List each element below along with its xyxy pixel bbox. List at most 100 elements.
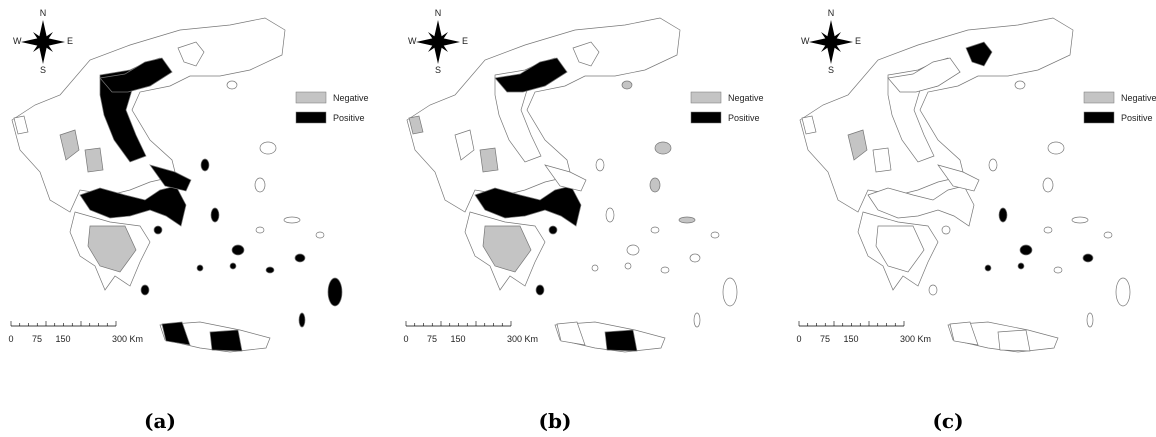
island [1071, 216, 1089, 224]
compass-w: W [13, 36, 22, 46]
island [140, 284, 150, 296]
island [153, 225, 163, 235]
island [254, 177, 266, 193]
island [548, 225, 558, 235]
island [1019, 244, 1033, 256]
island [624, 262, 632, 270]
island [605, 207, 615, 223]
compass-e: E [855, 36, 861, 46]
panel-caption: (c) [932, 409, 963, 433]
region [937, 164, 980, 192]
scale-label: 150 [843, 334, 858, 344]
region [79, 185, 187, 227]
region [482, 225, 532, 273]
region [99, 57, 173, 93]
region [604, 329, 638, 352]
region [887, 57, 961, 93]
region [11, 17, 286, 213]
legend-swatch [690, 91, 722, 104]
island [535, 284, 545, 296]
compass-s: S [828, 65, 834, 75]
legend-swatch [295, 111, 327, 124]
region [799, 17, 1074, 213]
legend-label: Positive [333, 113, 365, 123]
compass-s: S [40, 65, 46, 75]
region [556, 321, 586, 346]
compass-n: N [828, 8, 835, 18]
scale-label: 300 Km [507, 334, 538, 344]
island [984, 264, 992, 272]
region [544, 164, 587, 192]
region [867, 185, 975, 227]
region [949, 321, 979, 346]
island [678, 216, 696, 224]
island [259, 141, 277, 155]
region [997, 329, 1031, 352]
legend-label: Negative [1121, 93, 1156, 103]
island [200, 158, 210, 172]
island [1082, 253, 1094, 263]
map-panel: N S E W Negative Positive 0 75 150 300 Km (b) [403, 8, 763, 433]
island [998, 207, 1008, 223]
island [265, 266, 275, 274]
island [298, 312, 306, 328]
scale-label: 300 Km [900, 334, 931, 344]
island [210, 207, 220, 223]
compass-s: S [435, 65, 441, 75]
island [283, 216, 301, 224]
legend-swatch [1083, 111, 1115, 124]
island [255, 226, 265, 234]
map-panel: N S E W Negative Positive 0 75 150 300 Km (c) [796, 8, 1156, 433]
region [847, 129, 868, 161]
scale-label: 0 [796, 334, 801, 344]
compass-n: N [40, 8, 47, 18]
island [722, 277, 738, 307]
island [941, 225, 951, 235]
region [177, 41, 205, 67]
map-panel: N S E W Negative Positive 0 75 150 300 Km (a) [8, 8, 368, 433]
scale-label: 75 [32, 334, 42, 344]
island [1042, 177, 1054, 193]
region [801, 115, 817, 135]
island [1047, 141, 1065, 155]
island [591, 264, 599, 272]
compass-w: W [408, 36, 417, 46]
island [226, 80, 238, 90]
legend-label: Positive [1121, 113, 1153, 123]
island [710, 231, 720, 239]
island [649, 177, 661, 193]
region [494, 57, 568, 93]
compass-e: E [67, 36, 73, 46]
region [408, 115, 424, 135]
legend-label: Negative [333, 93, 369, 103]
island [1053, 266, 1063, 274]
scale-label: 75 [820, 334, 830, 344]
region [149, 164, 192, 192]
scale-label: 150 [55, 334, 70, 344]
scale-label: 300 Km [112, 334, 143, 344]
island [1115, 277, 1131, 307]
region [84, 147, 104, 173]
region [572, 41, 600, 67]
legend-swatch [690, 111, 722, 124]
island [660, 266, 670, 274]
island [315, 231, 325, 239]
island [595, 158, 605, 172]
island [621, 80, 633, 90]
scale-label: 150 [450, 334, 465, 344]
island [1086, 312, 1094, 328]
region [454, 129, 475, 161]
island [693, 312, 701, 328]
island [928, 284, 938, 296]
region [965, 41, 993, 67]
compass-w: W [801, 36, 810, 46]
island [196, 264, 204, 272]
legend-swatch [295, 91, 327, 104]
island [988, 158, 998, 172]
legend-label: Negative [728, 93, 764, 103]
region [161, 321, 191, 346]
island [231, 244, 245, 256]
island [1043, 226, 1053, 234]
region [406, 17, 681, 213]
